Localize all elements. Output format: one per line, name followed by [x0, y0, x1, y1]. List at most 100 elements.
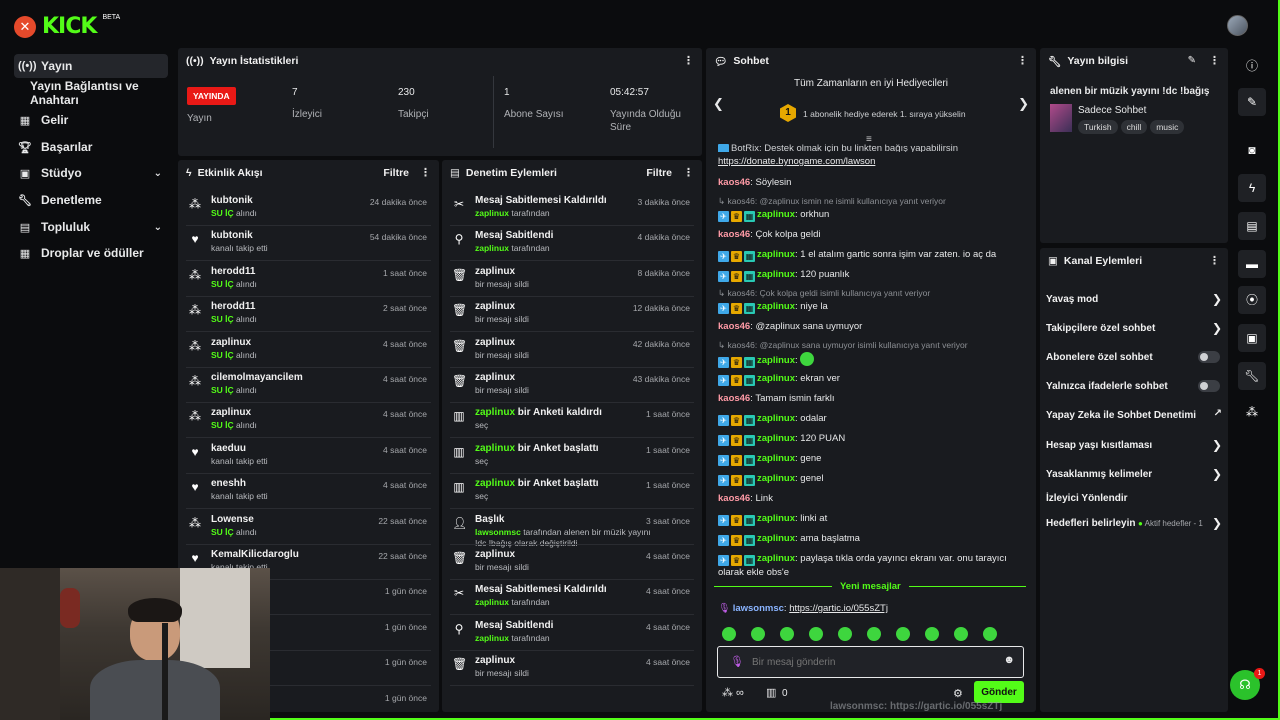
mod-action-row[interactable]: ▥ zaplinux bir Anketi kaldırdı seç 1 saat ö…	[442, 402, 702, 439]
activity-row[interactable]: ⁂ zaplinux SU İÇ alındı 4 saat önce	[178, 402, 439, 439]
gear-icon[interactable]: ⚙	[953, 688, 963, 700]
emote-icon[interactable]	[896, 627, 910, 641]
chevron-left-icon[interactable]: ❮	[713, 96, 724, 111]
sidebar-item-community[interactable]: ▤ Topluluk ⌄	[14, 215, 168, 239]
chat-username[interactable]: zaplinux	[757, 453, 796, 464]
emoji-icon[interactable]: ☻	[1003, 654, 1015, 666]
tag[interactable]: Turkish	[1078, 120, 1118, 134]
pencil-icon[interactable]: ✎	[1238, 88, 1266, 116]
mod-username[interactable]: zaplinux	[475, 597, 510, 608]
kebab-menu-icon[interactable]: ⋮	[1209, 255, 1220, 267]
mod-action-row[interactable]: ✂ Mesaj Sabitlemesi Kaldırıldı zaplinux ta…	[442, 190, 702, 226]
wrench-icon[interactable]: 🔧︎	[1238, 362, 1266, 390]
channel-action-row[interactable]: Abonelere özel sohbet	[1046, 351, 1222, 363]
activity-username[interactable]: herodd11	[211, 265, 256, 277]
activity-username[interactable]: cilemolmayancilem	[211, 372, 303, 383]
chat-username[interactable]: zaplinux	[757, 249, 796, 260]
chat-username[interactable]: lawsonmsc	[732, 603, 784, 614]
chat-link[interactable]: https://gartic.io/055sZTj	[789, 603, 888, 614]
activity-username[interactable]: zaplinux	[211, 407, 252, 419]
kebab-menu-icon[interactable]: ⋮	[1209, 55, 1220, 67]
send-button[interactable]: Gönder	[974, 681, 1024, 703]
sidebar-item-revenue[interactable]: ▦ Gelir	[14, 108, 168, 132]
chat-username[interactable]: zaplinux	[757, 301, 796, 312]
points-icon[interactable]: ▥	[766, 687, 777, 699]
lightning-icon[interactable]: ϟ	[1238, 174, 1266, 202]
channel-action-row[interactable]: Yasaklanmış kelimeler ❯	[1046, 467, 1222, 481]
donate-link[interactable]: https://donate.bynogame.com/lawson	[718, 156, 876, 167]
sidebar-item-moderation[interactable]: 🔧︎ Denetleme	[14, 188, 168, 212]
notes-icon[interactable]: ▤	[1238, 212, 1266, 240]
mod-action-row[interactable]: ⚲ Mesaj Sabitlendi zaplinux tarafından 4 da…	[442, 225, 702, 262]
mod-username[interactable]: zaplinux	[475, 407, 516, 419]
channel-action-row[interactable]: Yalnızca ifadelerle sohbet	[1046, 380, 1222, 392]
filter-button[interactable]: Filtre	[646, 167, 672, 179]
info-icon[interactable]: ⓘ	[1245, 59, 1258, 73]
chat-input-field[interactable]	[752, 654, 992, 670]
channel-action-row[interactable]: Hesap yaşı kısıtlaması ❯	[1046, 438, 1222, 452]
activity-username[interactable]: zaplinux	[211, 336, 252, 348]
mod-action-row[interactable]: 🗑︎ zaplinux bir mesajı sildi 42 dakika önce	[442, 332, 702, 368]
emote-icon[interactable]	[722, 627, 736, 641]
sidebar-item-studio[interactable]: ▣ Stüdyo ⌄	[14, 161, 168, 185]
activity-row[interactable]: ♥ KemalKilicdaroglu kanalı takip etti 22 sa…	[178, 544, 439, 580]
mod-action-row[interactable]: 🗑︎ zaplinux bir mesajı sildi 4 saat önce	[442, 650, 702, 687]
user-avatar[interactable]	[1227, 15, 1248, 36]
activity-username[interactable]: herodd11	[211, 301, 256, 313]
kebab-menu-icon[interactable]: ⋮	[683, 55, 694, 67]
sidebar-item-stream-key[interactable]: Yayın Bağlantısı ve Anahtarı	[26, 79, 180, 107]
activity-row[interactable]: ⁂ cilemolmayancilem SU İÇ alındı 4 saat önc…	[178, 367, 439, 403]
mod-action-row[interactable]: 👤︎ Başlık lawsonmsc tarafından alenen bir …	[442, 509, 702, 548]
chat-username[interactable]: zaplinux	[757, 513, 796, 524]
tag[interactable]: music	[1150, 120, 1185, 134]
sidebar-item-stream[interactable]: ((•)) Yayın	[14, 54, 168, 78]
emote-icon[interactable]	[867, 627, 881, 641]
users-icon[interactable]: ⁂	[1246, 405, 1258, 419]
emote-icon[interactable]	[925, 627, 939, 641]
mod-action-row[interactable]: ▥ zaplinux bir Anket başlattı seç 1 saat ön…	[442, 438, 702, 474]
chat-username[interactable]: zaplinux	[757, 473, 796, 484]
mod-action-row[interactable]: 🗑︎ zaplinux bir mesajı sildi 12 dakika önce	[442, 296, 702, 333]
mod-action-row[interactable]: ▥ zaplinux bir Anket başlattı seç 1 saat ön…	[442, 473, 702, 510]
mod-username[interactable]: zaplinux	[475, 243, 510, 254]
activity-row[interactable]: ♥ kaeduu kanalı takip etti 4 saat önce	[178, 438, 439, 474]
collapse-icon[interactable]: ≡	[866, 134, 872, 145]
channel-action-row[interactable]: Yapay Zeka ile Sohbet Denetimi ↗	[1046, 408, 1222, 421]
mod-action-row[interactable]: 🗑︎ zaplinux bir mesajı sildi 4 saat önce	[442, 544, 702, 580]
chat-bubble-icon[interactable]: ▬	[1238, 250, 1266, 278]
mod-username[interactable]: zaplinux	[475, 442, 516, 454]
chat-username[interactable]: zaplinux	[757, 413, 796, 424]
camera-icon[interactable]: ◙	[1248, 143, 1256, 157]
mod-action-row[interactable]: 🗑︎ zaplinux bir mesajı sildi 8 dakika önce	[442, 261, 702, 297]
mod-action-row[interactable]: ✂ Mesaj Sabitlemesi Kaldırıldı zaplinux ta…	[442, 579, 702, 616]
tag[interactable]: chill	[1120, 120, 1148, 134]
emote-icon[interactable]	[983, 627, 997, 641]
layout-icon[interactable]: ▣	[1238, 324, 1266, 352]
chat-username[interactable]: zaplinux	[757, 533, 796, 544]
chat-input[interactable]: 🎙︎ ☻	[717, 646, 1024, 678]
chat-username[interactable]: zaplinux	[757, 553, 796, 564]
toggle-switch[interactable]	[1198, 351, 1220, 363]
mod-username[interactable]: lawsonmsc	[475, 526, 521, 537]
broadcast-icon[interactable]: ⦿	[1238, 286, 1266, 314]
activity-row[interactable]: ⁂ Lowense SU İÇ alındı 22 saat önce	[178, 509, 439, 545]
sidebar-item-drops[interactable]: ▦ Droplar ve ödüller	[14, 241, 168, 265]
emote-icon[interactable]	[780, 627, 794, 641]
activity-username[interactable]: kubtonik	[211, 230, 253, 242]
emote-icon[interactable]	[809, 627, 823, 641]
channel-action-row[interactable]: İzleyici Yönlendir	[1046, 493, 1222, 504]
chat-username[interactable]: kaos46	[718, 321, 751, 332]
filter-button[interactable]: Filtre	[383, 167, 409, 179]
kebab-menu-icon[interactable]: ⋮	[1017, 55, 1028, 67]
toggle-switch[interactable]	[1198, 380, 1220, 392]
chat-username[interactable]: zaplinux	[757, 373, 796, 384]
chat-username[interactable]: kaos46	[718, 177, 751, 188]
emote-icon[interactable]	[954, 627, 968, 641]
chat-username[interactable]: kaos46	[718, 229, 751, 240]
channel-action-row[interactable]: Takipçilere özel sohbet ❯	[1046, 321, 1222, 335]
chat-username[interactable]: kaos46	[718, 493, 751, 504]
emote-icon[interactable]	[751, 627, 765, 641]
activity-username[interactable]: eneshh	[211, 478, 247, 490]
chat-username[interactable]: zaplinux	[757, 433, 796, 444]
users-icon[interactable]: ⁂ ∞	[722, 687, 744, 699]
